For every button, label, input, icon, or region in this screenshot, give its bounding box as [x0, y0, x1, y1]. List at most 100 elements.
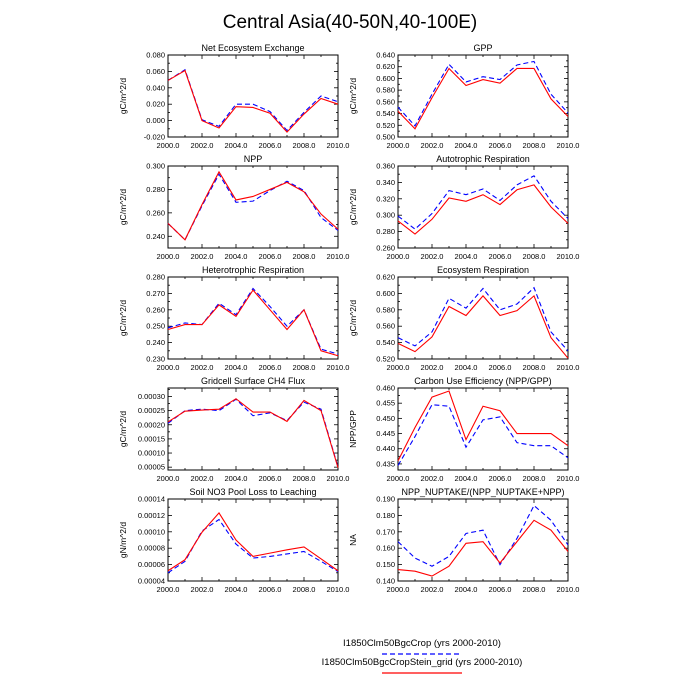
- x-tick-label: 2010.0: [557, 363, 580, 372]
- series-line-control: [167, 68, 339, 132]
- x-tick-label: 2000.0: [157, 252, 180, 261]
- y-tick-label: 0.560: [376, 97, 395, 106]
- y-tick-label: 0.080: [146, 51, 165, 60]
- y-tick-label: 0.020: [146, 100, 165, 109]
- x-tick-label: 2002.0: [421, 141, 444, 150]
- y-tick-label: 0.640: [376, 51, 395, 60]
- x-tick-label: 2010.0: [327, 474, 350, 483]
- plot-frame: [397, 54, 569, 138]
- y-tick-label: 0.435: [376, 459, 395, 468]
- y-tick-label: 0.00014: [138, 495, 165, 504]
- y-tick-label: 0.140: [376, 577, 395, 586]
- y-tick-label: 0.190: [376, 495, 395, 504]
- chart-panel: GPP gC/m^2/d 2000.0 2002.0 2004.0 2006.0 2008.…: [348, 43, 579, 150]
- y-tick-label: 0.500: [376, 133, 395, 142]
- chart-panel: Gridcell Surface CH4 Flux gC/m^2/d 2000.0 2…: [118, 376, 349, 483]
- x-tick-label: 2004.0: [225, 141, 248, 150]
- x-tick-label: 2002.0: [191, 252, 214, 261]
- x-tick-label: 2010.0: [557, 585, 580, 594]
- plot-frame: [397, 165, 569, 249]
- x-tick-label: 2002.0: [191, 474, 214, 483]
- y-tick-label: 0.580: [376, 305, 395, 314]
- y-tick-label: 0.00015: [138, 434, 165, 443]
- chart-panel: Net Ecosystem Exchange gC/m^2/d 2000.0 2002…: [118, 43, 349, 150]
- y-axis-label: gC/m^2/d: [348, 300, 358, 336]
- figure-title: Central Asia(40-50N,40-100E): [223, 12, 478, 33]
- y-tick-label: 0.300: [146, 162, 165, 171]
- series-line-control: [167, 398, 339, 468]
- series-line-control: [397, 60, 569, 127]
- series-line-experiment: [167, 289, 339, 357]
- y-tick-label: 0.060: [146, 67, 165, 76]
- y-axis-label: gC/m^2/d: [348, 189, 358, 225]
- chart-title: Carbon Use Efficiency (NPP/GPP): [414, 376, 551, 386]
- y-tick-label: 0.300: [376, 211, 395, 220]
- y-tick-label: 0.040: [146, 83, 165, 92]
- y-tick-label: 0.260: [376, 244, 395, 253]
- x-tick-label: 2002.0: [421, 474, 444, 483]
- x-tick-label: 2002.0: [421, 363, 444, 372]
- chart-panel: Ecosystem Respiration gC/m^2/d 2000.0 2002.…: [348, 265, 579, 372]
- x-tick-label: 2004.0: [455, 363, 478, 372]
- series-line-experiment: [167, 69, 339, 133]
- x-tick-label: 2000.0: [157, 474, 180, 483]
- x-tick-label: 2000.0: [387, 252, 410, 261]
- y-tick-label: 0.580: [376, 86, 395, 95]
- x-tick-label: 2008.0: [293, 141, 316, 150]
- x-tick-label: 2006.0: [489, 141, 512, 150]
- y-axis-label: NPP/GPP: [348, 410, 358, 448]
- y-axis-label: gC/m^2/d: [118, 189, 128, 225]
- chart-panel: NPP_NUPTAKE/(NPP_NUPTAKE+NPP) NA 2000.0 200…: [348, 487, 579, 594]
- x-tick-label: 2002.0: [191, 141, 214, 150]
- y-tick-label: 0.00004: [138, 577, 165, 586]
- series-line-control: [397, 404, 569, 466]
- x-tick-label: 2004.0: [225, 252, 248, 261]
- y-tick-label: 0.00030: [138, 392, 165, 401]
- y-tick-label: 0.600: [376, 74, 395, 83]
- x-tick-label: 2006.0: [259, 141, 282, 150]
- y-tick-label: 0.00005: [138, 463, 165, 472]
- x-tick-label: 2002.0: [421, 585, 444, 594]
- plot-frame: [167, 498, 339, 582]
- x-tick-label: 2006.0: [259, 252, 282, 261]
- chart-title: NPP: [244, 154, 263, 164]
- x-tick-label: 2006.0: [489, 474, 512, 483]
- x-tick-label: 2008.0: [293, 363, 316, 372]
- x-tick-label: 2000.0: [387, 474, 410, 483]
- x-tick-label: 2010.0: [557, 474, 580, 483]
- y-tick-label: 0.280: [376, 227, 395, 236]
- y-axis-label: gC/m^2/d: [118, 411, 128, 447]
- x-tick-label: 2010.0: [327, 141, 350, 150]
- y-tick-label: 0.260: [146, 305, 165, 314]
- chart-title: Net Ecosystem Exchange: [201, 43, 304, 53]
- x-tick-label: 2002.0: [191, 585, 214, 594]
- x-tick-label: 2010.0: [327, 252, 350, 261]
- series-line-control: [397, 504, 569, 567]
- y-tick-label: 0.160: [376, 544, 395, 553]
- y-tick-label: 0.280: [146, 273, 165, 282]
- y-tick-label: 0.00010: [138, 449, 165, 458]
- y-tick-label: 0.260: [146, 208, 165, 217]
- plot-frame: [167, 387, 339, 471]
- x-tick-label: 2002.0: [421, 252, 444, 261]
- series-line-experiment: [167, 170, 339, 241]
- y-axis-label: gC/m^2/d: [118, 300, 128, 336]
- y-tick-label: 0.280: [146, 185, 165, 194]
- series-line-experiment: [397, 184, 569, 235]
- y-tick-label: 0.450: [376, 414, 395, 423]
- legend-label-control: I1850Clm50BgcCrop (yrs 2000-2010): [343, 638, 501, 649]
- y-tick-label: 0.170: [376, 527, 395, 536]
- chart-title: Ecosystem Respiration: [437, 265, 529, 275]
- chart-title: GPP: [473, 43, 492, 53]
- y-tick-label: 0.150: [376, 560, 395, 569]
- chart-title: Soil NO3 Pool Loss to Leaching: [189, 487, 316, 497]
- legend-label-experiment: I1850Clm50BgcCropStein_grid (yrs 2000-20…: [322, 657, 523, 668]
- y-tick-label: 0.320: [376, 194, 395, 203]
- y-tick-label: 0.440: [376, 444, 395, 453]
- x-tick-label: 2004.0: [455, 585, 478, 594]
- y-tick-label: 0.270: [146, 289, 165, 298]
- x-tick-label: 2008.0: [523, 363, 546, 372]
- chart-title: NPP_NUPTAKE/(NPP_NUPTAKE+NPP): [402, 487, 565, 497]
- series-line-experiment: [167, 398, 339, 468]
